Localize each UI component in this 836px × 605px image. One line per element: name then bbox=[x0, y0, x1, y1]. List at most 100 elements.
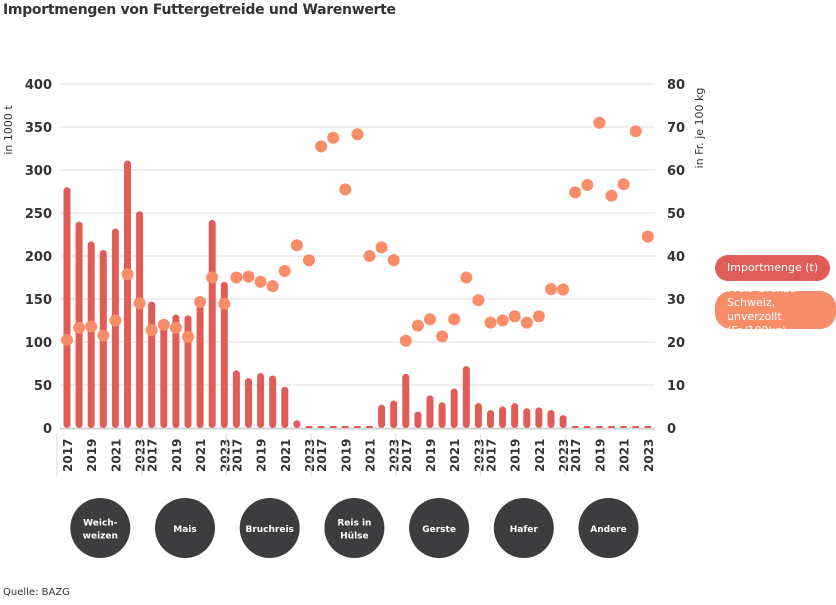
dot-price bbox=[496, 314, 509, 327]
chart-title: Importmengen von Futtergetreide und Ware… bbox=[3, 2, 396, 18]
dot-price bbox=[569, 186, 582, 199]
year-tick-label: 2017 bbox=[61, 439, 75, 472]
year-tick-label: 2023 bbox=[134, 439, 148, 472]
dot-price bbox=[448, 313, 461, 326]
dot-price bbox=[266, 280, 279, 293]
dot-price bbox=[424, 313, 436, 326]
group-circle bbox=[324, 498, 385, 558]
year-tick-label: 2017 bbox=[230, 439, 244, 472]
dot-price bbox=[411, 319, 424, 332]
dot-price bbox=[375, 241, 388, 254]
bar-import bbox=[269, 375, 277, 428]
dot-price bbox=[593, 116, 606, 129]
bar-import bbox=[245, 378, 252, 428]
dot-price bbox=[290, 239, 303, 252]
dot-price bbox=[303, 254, 315, 267]
bar-import bbox=[644, 426, 652, 428]
year-tick-label: 2019 bbox=[593, 439, 607, 472]
left-axis-tick-label: 250 bbox=[25, 207, 52, 222]
bar-import bbox=[257, 372, 265, 428]
group-label: Andere bbox=[590, 525, 626, 535]
year-tick-label: 2023 bbox=[218, 439, 232, 472]
right-axis-tick-label: 10 bbox=[667, 379, 685, 394]
dot-price bbox=[617, 178, 630, 191]
dot-price bbox=[339, 183, 352, 196]
legend-import: Importmenge (t) bbox=[715, 255, 831, 281]
dot-price bbox=[460, 271, 473, 284]
left-axis-tick-label: 350 bbox=[25, 121, 52, 136]
group-circle bbox=[155, 498, 215, 558]
dot-price bbox=[641, 230, 654, 243]
bar-import bbox=[111, 228, 119, 428]
bar-import bbox=[196, 305, 204, 428]
right-axis-tick-label: 40 bbox=[667, 250, 685, 265]
dot-price bbox=[133, 297, 146, 310]
dot-price bbox=[254, 275, 267, 288]
year-tick-label: 2021 bbox=[448, 439, 462, 472]
left-axis-tick-label: 300 bbox=[25, 164, 52, 179]
year-tick-label: 2019 bbox=[85, 439, 99, 472]
group-label: weizen bbox=[83, 532, 118, 542]
bar-import bbox=[547, 409, 555, 428]
bar-import bbox=[438, 402, 446, 428]
bar-import bbox=[390, 400, 398, 428]
bar-import bbox=[426, 395, 434, 428]
year-tick-label: 2019 bbox=[509, 439, 523, 472]
left-axis-title: in 1000 t bbox=[2, 105, 15, 155]
year-tick-label: 2021 bbox=[364, 439, 378, 472]
dot-price bbox=[206, 271, 219, 284]
dot-price bbox=[218, 297, 231, 310]
bar-import bbox=[160, 324, 168, 428]
year-tick-label: 2021 bbox=[194, 439, 208, 472]
bar-import bbox=[184, 315, 192, 428]
bar-import bbox=[208, 219, 216, 428]
bar-import bbox=[450, 388, 458, 428]
year-tick-label: 2019 bbox=[424, 439, 438, 472]
dot-price bbox=[399, 334, 412, 347]
year-tick-label: 2021 bbox=[109, 439, 123, 472]
group-circle bbox=[239, 498, 300, 558]
group-circle bbox=[70, 498, 131, 558]
bar-import bbox=[366, 426, 373, 428]
year-tick-label: 2021 bbox=[618, 439, 632, 472]
dot-price bbox=[484, 316, 497, 329]
group-label: Mais bbox=[173, 525, 196, 535]
bar-import bbox=[124, 160, 131, 429]
group-label: Hülse bbox=[340, 532, 369, 542]
bar-import bbox=[511, 403, 519, 428]
bar-import bbox=[305, 426, 313, 428]
right-axis-tick-label: 0 bbox=[667, 422, 676, 437]
bar-import bbox=[583, 426, 591, 428]
bar-import bbox=[595, 426, 603, 428]
dot-price bbox=[169, 321, 182, 334]
left-axis-tick-label: 50 bbox=[34, 379, 52, 394]
dot-price bbox=[278, 265, 291, 278]
year-tick-label: 2017 bbox=[400, 439, 414, 472]
bar-import bbox=[559, 415, 567, 428]
dot-price bbox=[508, 310, 521, 323]
right-axis-tick-label: 60 bbox=[667, 164, 685, 179]
year-tick-label: 2021 bbox=[533, 439, 547, 472]
year-tick-label: 2019 bbox=[170, 439, 184, 472]
bar-import bbox=[317, 426, 325, 428]
dot-price bbox=[557, 283, 570, 296]
left-axis-tick-label: 200 bbox=[25, 250, 52, 265]
right-axis-tick-label: 70 bbox=[667, 121, 685, 136]
bar-import bbox=[523, 408, 531, 428]
legend-price: Preis Grenze Schweiz, unverzollt (Fr./10… bbox=[715, 282, 836, 337]
year-tick-label: 2017 bbox=[485, 439, 499, 472]
right-axis-tick-label: 20 bbox=[667, 336, 685, 351]
year-tick-label: 2019 bbox=[339, 439, 353, 472]
dot-price bbox=[520, 316, 533, 329]
group-circle bbox=[493, 498, 554, 558]
year-tick-label: 2017 bbox=[146, 439, 160, 472]
left-axis-tick-label: 400 bbox=[25, 78, 52, 93]
bar-import bbox=[63, 187, 71, 428]
bar-import bbox=[232, 370, 240, 428]
dot-price bbox=[315, 140, 328, 153]
bar-import bbox=[487, 409, 494, 428]
group-label: Hafer bbox=[510, 525, 539, 535]
year-tick-label: 2023 bbox=[557, 439, 571, 472]
bar-import bbox=[293, 420, 301, 428]
